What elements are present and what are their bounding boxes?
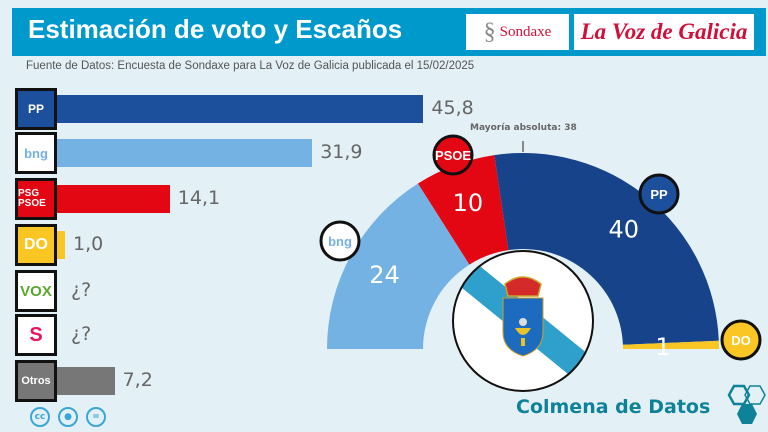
party-logo: DO [15, 224, 57, 266]
bar-value-label: 14,1 [177, 187, 221, 209]
psoe-logo-icon: PSOE [432, 134, 474, 176]
bar-value-label: 45,8 [431, 97, 474, 119]
svg-text:bng: bng [328, 234, 352, 249]
bar [57, 231, 65, 259]
no-derivatives-icon: = [86, 407, 106, 427]
galicia-flag-emblem [452, 250, 594, 392]
party-logo: PSG PSOE [15, 178, 57, 220]
header-banner: Estimación de voto y Escaños § Sondaxe La… [12, 8, 766, 56]
bar-value-label: ¿? [71, 323, 92, 345]
sondaxe-logo: § Sondaxe [466, 14, 569, 50]
lavoz-logo-text: La Voz de Galicia [580, 19, 748, 44]
party-logo: Otros [15, 360, 57, 402]
hexagon-logo-icon [727, 384, 766, 424]
seat-segment-bng [327, 183, 470, 349]
bar-value-label: 7,2 [122, 369, 153, 391]
majority-label: Mayoría absoluta: 38 [470, 123, 577, 133]
pp-logo-icon: PP [638, 173, 680, 215]
cc-icon: cc [30, 407, 50, 427]
bar-value-label: ¿? [71, 279, 92, 301]
seat-count-label: 24 [369, 261, 400, 289]
brand-name: Colmena de Datos [516, 396, 711, 418]
party-logo: S [15, 314, 57, 356]
by-attribution-icon: ● [58, 407, 78, 427]
seat-segment-do [622, 340, 719, 349]
svg-text:PSOE: PSOE [435, 148, 471, 163]
bar-value-label: 1,0 [73, 233, 104, 255]
seat-segment-pp [494, 153, 719, 345]
page-title: Estimación de voto y Escaños [28, 14, 403, 44]
party-logo: PP [15, 88, 57, 130]
seat-segment-psdegpsoe [417, 155, 509, 265]
svg-text:PP: PP [650, 187, 668, 202]
bar [57, 95, 424, 123]
data-source: Fuente de Datos: Encuesta de Sondaxe par… [26, 60, 475, 72]
party-logo: VOX [15, 270, 57, 312]
bar [57, 185, 170, 213]
seat-count-label: 40 [608, 215, 639, 243]
seat-count-label: 10 [453, 189, 484, 217]
party-logo: bng [15, 132, 57, 174]
do-logo-icon: DO [720, 319, 762, 361]
bar-value-label: 31,9 [320, 141, 363, 163]
seat-count-label: 1 [655, 333, 670, 361]
svg-text:DO: DO [731, 333, 751, 348]
la-voz-de-galicia-logo: La Voz de Galicia [574, 14, 754, 50]
bng-logo-icon: bng [319, 220, 361, 262]
bar [57, 367, 115, 395]
bar [57, 139, 313, 167]
sondaxe-logo-text: Sondaxe [499, 23, 552, 40]
